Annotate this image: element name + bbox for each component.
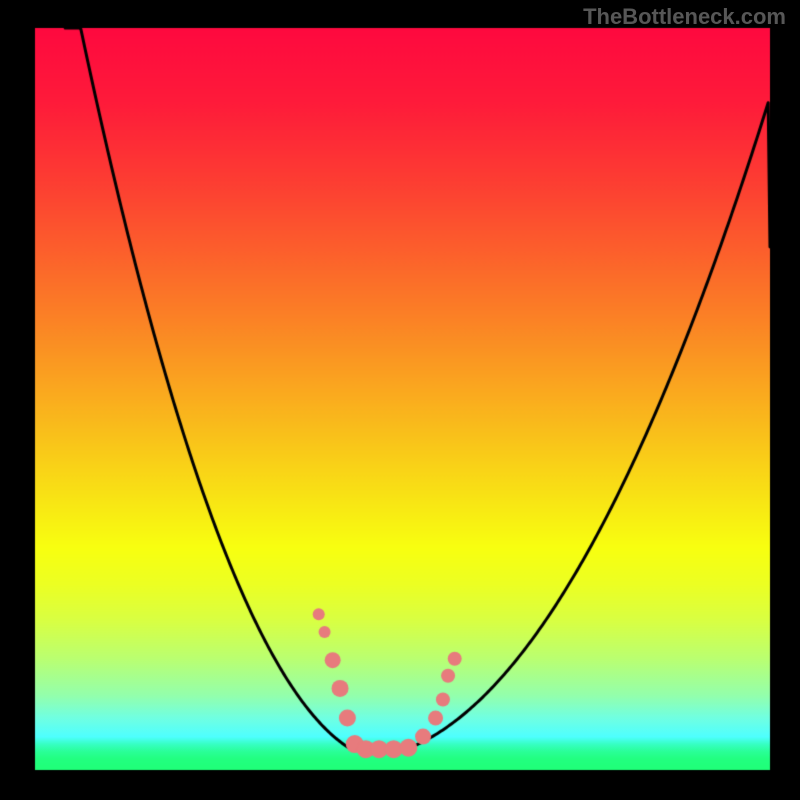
chart-canvas [0,0,800,800]
watermark-text: TheBottleneck.com [583,4,786,30]
bottleneck-chart: TheBottleneck.com [0,0,800,800]
